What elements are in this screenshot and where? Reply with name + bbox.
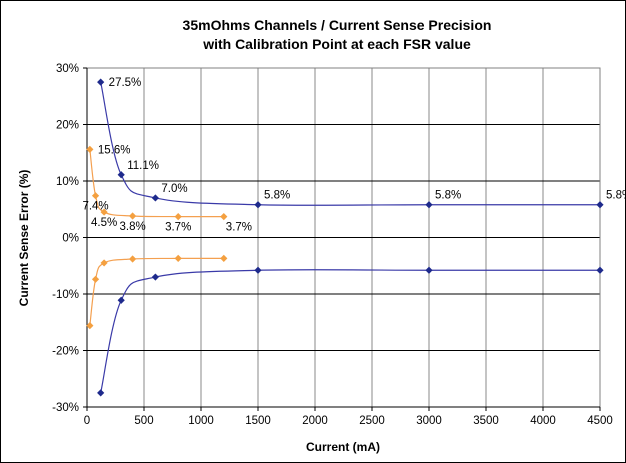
data-point-marker xyxy=(425,266,433,274)
data-point-marker xyxy=(129,255,137,263)
data-point-marker xyxy=(117,171,125,179)
x-tick-label: 500 xyxy=(134,415,153,427)
data-point-marker xyxy=(100,259,108,267)
x-tick-label: 1500 xyxy=(245,415,271,427)
data-point-marker xyxy=(254,201,262,209)
series-line xyxy=(89,257,224,326)
data-label: 7.0% xyxy=(161,183,187,195)
y-tick-label: -20% xyxy=(52,346,79,358)
data-label: 11.1% xyxy=(127,160,159,172)
data-point-marker xyxy=(91,192,100,200)
data-point-marker xyxy=(97,389,105,397)
y-tick-label: -30% xyxy=(52,402,79,414)
x-tick-label: 3500 xyxy=(473,415,499,427)
chart-title-line-2: with Calibration Point at each FSR value xyxy=(202,36,471,52)
data-label: 3.8% xyxy=(119,221,145,233)
data-point-marker xyxy=(596,201,604,209)
data-point-marker xyxy=(117,296,125,304)
x-axis-title: Current (mA) xyxy=(306,440,380,454)
data-label: 5.8% xyxy=(435,190,461,202)
data-point-marker xyxy=(86,322,94,330)
data-point-marker xyxy=(425,201,433,209)
y-tick-label: 20% xyxy=(56,120,79,132)
x-tick-label: 4500 xyxy=(587,415,613,427)
data-point-marker xyxy=(254,266,262,274)
data-label: 3.7% xyxy=(226,222,252,234)
data-point-marker xyxy=(220,212,228,221)
data-point-marker xyxy=(100,208,108,216)
y-tick-label: 10% xyxy=(56,176,79,188)
x-tick-label: 4000 xyxy=(530,415,556,427)
data-point-marker xyxy=(86,145,94,153)
x-tick-label: 2000 xyxy=(302,415,328,427)
y-axis-title: Current Sense Error (%) xyxy=(17,170,31,307)
x-tick-label: 2500 xyxy=(359,415,385,427)
data-label: 7.4% xyxy=(82,201,108,213)
data-label: 4.5% xyxy=(91,217,117,229)
data-point-marker xyxy=(151,273,159,281)
x-tick-label: 1000 xyxy=(188,415,214,427)
y-tick-label: 30% xyxy=(56,63,79,75)
x-tick-label: 0 xyxy=(84,415,90,427)
y-tick-label: 0% xyxy=(62,233,79,245)
grid-layer xyxy=(86,67,601,408)
data-label: 5.8% xyxy=(606,190,625,202)
data-label: 27.5% xyxy=(109,77,142,89)
data-label-layer: 27.5%15.6%11.1%7.0%5.8%5.8%5.8%7.4%4.5%3… xyxy=(82,77,625,233)
chart-title-line-1: 35mOhms Channels / Current Sense Precisi… xyxy=(183,17,492,33)
series-layer xyxy=(86,78,604,397)
data-point-marker xyxy=(129,212,137,220)
data-point-marker xyxy=(596,266,604,274)
y-tick-label: -10% xyxy=(52,289,79,301)
data-label: 3.7% xyxy=(165,222,191,234)
data-point-marker xyxy=(174,212,182,221)
data-label: 15.6% xyxy=(98,144,131,156)
data-point-marker xyxy=(151,194,159,202)
series-line xyxy=(89,149,224,218)
axis-layer: 0 500 1000 1500 2000 2500 3000 3500 4000 4500 -30%… xyxy=(52,63,613,427)
x-tick-label: 3000 xyxy=(416,415,442,427)
data-point-marker xyxy=(91,275,100,283)
data-label: 5.8% xyxy=(264,190,290,202)
data-point-marker xyxy=(97,78,105,86)
